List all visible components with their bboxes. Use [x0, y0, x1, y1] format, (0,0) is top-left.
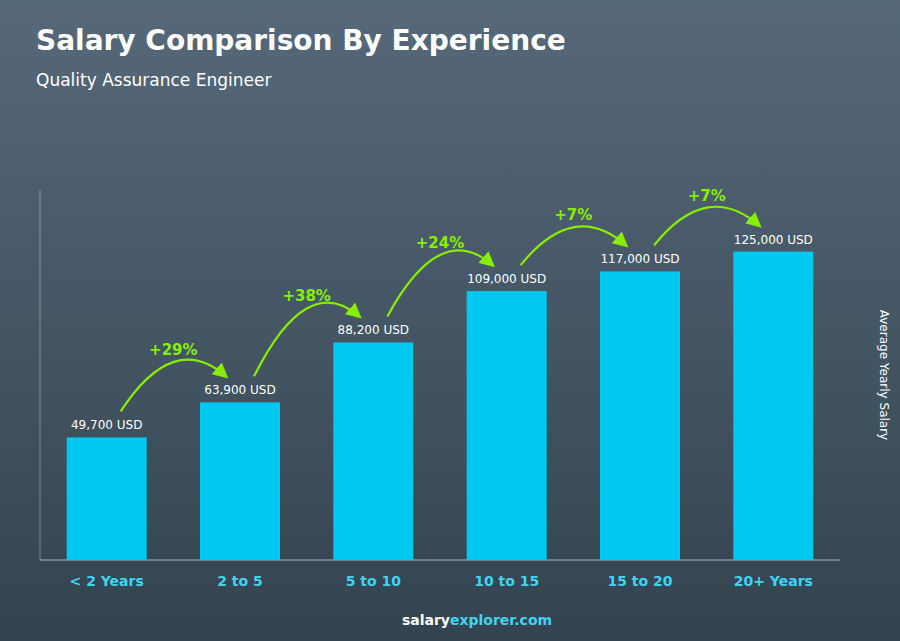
data-label: 125,000 USD — [734, 233, 813, 247]
bar — [467, 291, 547, 560]
change-arc — [254, 303, 359, 377]
annotation: +29% — [149, 341, 197, 359]
x-tick-label: 5 to 10 — [346, 573, 402, 589]
data-label: 109,000 USD — [467, 272, 546, 286]
chart-svg: Salary Comparison By Experience Quality A… — [0, 0, 900, 641]
change-arc — [521, 226, 626, 265]
bar — [67, 437, 147, 560]
annotation: +7% — [688, 187, 726, 205]
bar — [333, 342, 413, 560]
y-axis-label: Average Yearly Salary — [877, 310, 891, 440]
annotation: +38% — [282, 287, 330, 305]
x-tick-label: 20+ Years — [734, 573, 813, 589]
y-axis-line — [40, 190, 41, 560]
x-tick-label: 15 to 20 — [607, 573, 672, 589]
bar — [600, 271, 680, 560]
x-tick-label: 10 to 15 — [474, 573, 539, 589]
x-tick-label: 2 to 5 — [217, 573, 263, 589]
bars — [67, 252, 814, 560]
data-label: 88,200 USD — [338, 323, 409, 337]
bar — [200, 402, 280, 560]
annotation: +24% — [416, 234, 464, 252]
change-arc — [387, 250, 492, 316]
annotation: +7% — [554, 206, 592, 224]
data-label: 49,700 USD — [71, 418, 142, 432]
data-label: 63,900 USD — [204, 383, 275, 397]
change-arc — [654, 207, 759, 246]
background — [0, 0, 900, 641]
bar — [733, 252, 813, 560]
footer: salary — [402, 612, 450, 628]
footer: explorer.com — [450, 612, 552, 628]
x-tick-label: < 2 Years — [70, 573, 144, 589]
chart-container: Salary Comparison By Experience Quality A… — [0, 0, 900, 641]
change-arc — [121, 360, 226, 412]
x-axis-line — [40, 560, 840, 561]
title: Salary Comparison By Experience — [36, 24, 566, 57]
subtitle: Quality Assurance Engineer — [36, 70, 271, 90]
data-label: 117,000 USD — [600, 252, 679, 266]
